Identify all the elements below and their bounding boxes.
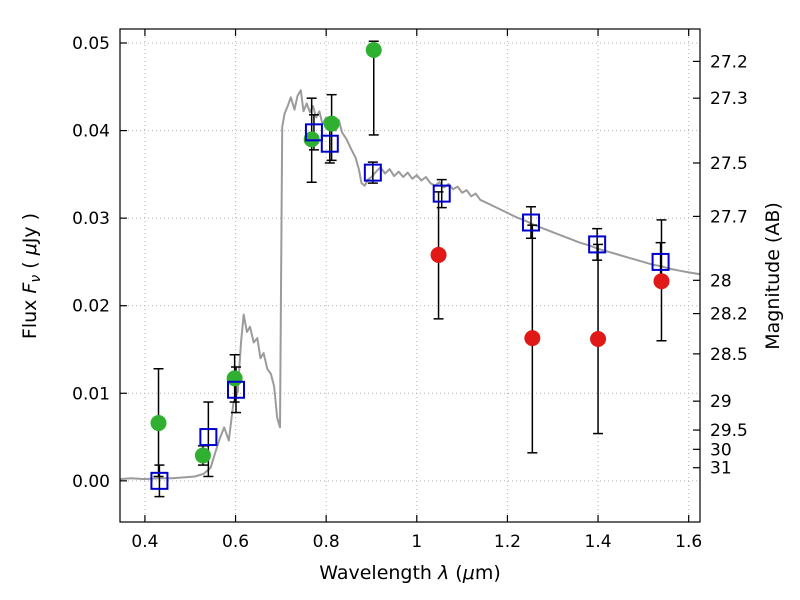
magnitude-tick-label: 31 — [710, 459, 732, 479]
y-axis-label-right: Magnitude (AB) — [762, 202, 784, 350]
y-tick-label: 0.04 — [72, 122, 110, 142]
x-tick-label: 1.2 — [494, 532, 521, 552]
model-photometry-blue-squares-markers — [150, 123, 670, 490]
x-axis-label: Wavelength λ (μm) — [319, 562, 500, 584]
x-tick-label: 1.6 — [675, 532, 702, 552]
y-tick-label: 0.03 — [72, 209, 110, 229]
x-tick-label: 1.4 — [585, 532, 612, 552]
y-tick-label: 0.02 — [72, 297, 110, 317]
magnitude-tick-label: 27.7 — [710, 207, 748, 227]
x-tick-label: 1 — [411, 532, 422, 552]
magnitude-tick-label: 30 — [710, 440, 732, 460]
y-axis-label-left: Flux Fν ( μJy ) — [19, 213, 44, 339]
magnitude-tick-label: 27.3 — [710, 89, 748, 109]
y-tick-label: 0.00 — [72, 472, 110, 492]
x-tick-label: 0.8 — [313, 532, 340, 552]
y-tick-label: 0.05 — [72, 34, 110, 54]
y-tick-label: 0.01 — [72, 384, 110, 404]
magnitude-tick-label: 28.2 — [710, 305, 748, 325]
magnitude-tick-label: 28 — [710, 271, 732, 291]
model-spectrum-line — [120, 89, 700, 481]
axis-ticks — [120, 29, 700, 522]
magnitude-tick-label: 29.5 — [710, 421, 748, 441]
x-tick-label: 0.6 — [222, 532, 249, 552]
grid-lines — [120, 29, 700, 522]
magnitude-tick-label: 29 — [710, 392, 732, 412]
y-tick-labels-left: 0.00 0.01 0.02 0.03 0.04 0.05 — [72, 34, 110, 492]
plot-frame — [119, 28, 701, 523]
magnitude-tick-label: 28.5 — [710, 345, 748, 365]
photometry-red-circles-markers — [430, 246, 670, 347]
magnitude-tick-label: 27.5 — [710, 154, 748, 174]
x-tick-labels: 0.4 0.6 0.8 1 1.2 1.4 1.6 — [131, 532, 702, 552]
magnitude-tick-label: 27.2 — [710, 52, 748, 72]
x-tick-label: 0.4 — [131, 532, 158, 552]
